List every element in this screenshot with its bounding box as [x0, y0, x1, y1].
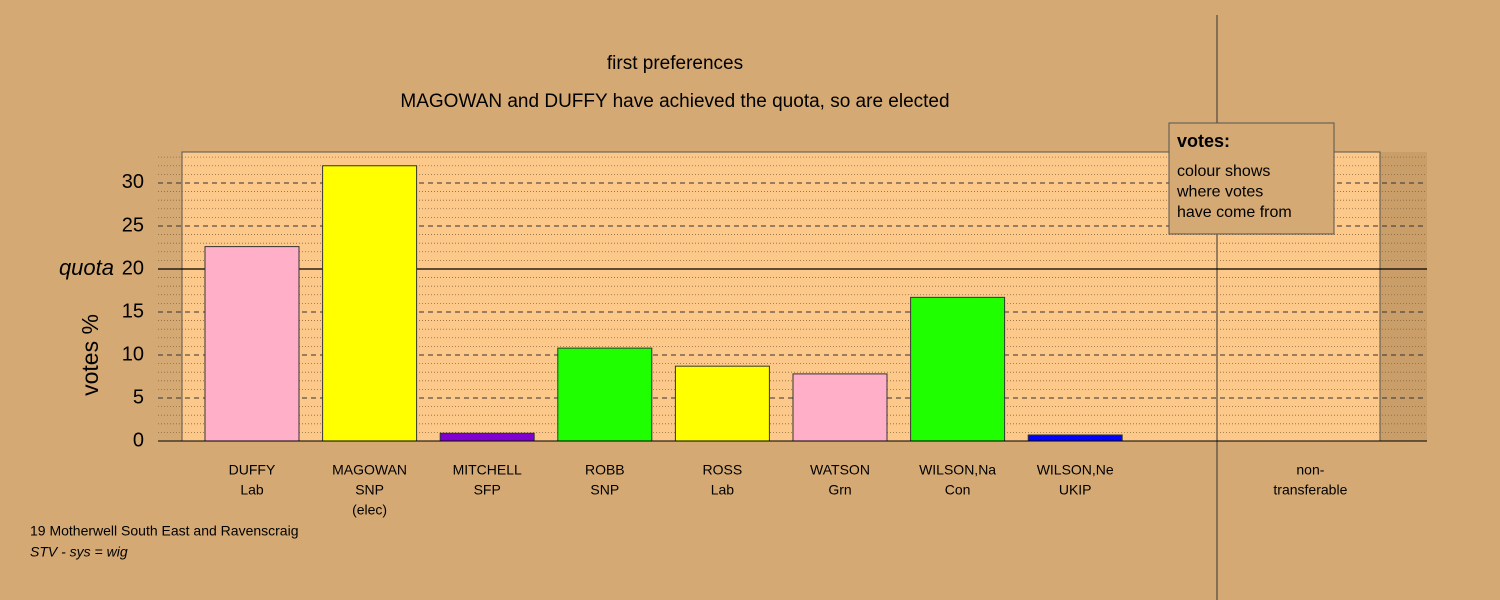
chart-subtitle: MAGOWAN and DUFFY have achieved the quot… [400, 91, 949, 112]
bar [1027, 434, 1123, 442]
y-axis-label: votes % [77, 314, 103, 396]
x-tick-label: UKIP [1059, 482, 1092, 498]
bar [322, 165, 418, 442]
legend-text: have come from [1177, 204, 1292, 221]
y-tick-label: 20 [122, 257, 144, 279]
x-tick-label: Lab [240, 482, 264, 498]
bar [439, 432, 535, 442]
x-tick-label: SNP [355, 482, 384, 498]
bar [557, 347, 653, 442]
x-tick-label: ROBB [585, 462, 625, 478]
x-tick-label: (elec) [352, 502, 387, 518]
x-tick-label: non- [1296, 462, 1324, 478]
quota-label: quota [59, 255, 114, 280]
x-tick-label: Con [945, 482, 971, 498]
x-tick-label: DUFFY [229, 462, 276, 478]
x-tick-label: ROSS [703, 462, 743, 478]
x-tick-label: Lab [711, 482, 735, 498]
legend-text: where votes [1176, 184, 1263, 201]
y-tick-label: 0 [133, 429, 144, 451]
x-tick-label: MAGOWAN [332, 462, 407, 478]
bar [674, 365, 770, 442]
x-tick-label: MITCHELL [453, 462, 522, 478]
legend-text: colour shows [1177, 163, 1270, 180]
x-tick-label: SNP [590, 482, 619, 498]
x-tick-label: WILSON,Na [919, 462, 996, 478]
y-tick-label: 15 [122, 300, 144, 322]
legend-box [1168, 122, 1335, 235]
chart-title: first preferences [607, 53, 743, 74]
y-tick-label: 5 [133, 386, 144, 408]
bar [204, 246, 300, 442]
footer: 19 Motherwell South East and Ravenscraig [30, 523, 298, 539]
y-tick-label: 10 [122, 343, 144, 365]
x-tick-label: WATSON [810, 462, 870, 478]
legend-title: votes: [1177, 131, 1230, 151]
y-tick-label: 25 [122, 214, 144, 236]
bar [792, 373, 888, 442]
y-tick-label: 30 [122, 171, 144, 193]
x-tick-label: Grn [828, 482, 851, 498]
footer: STV - sys = wig [30, 544, 128, 560]
bar [910, 296, 1006, 442]
x-tick-label: SFP [474, 482, 501, 498]
x-tick-label: transferable [1273, 482, 1347, 498]
x-tick-label: WILSON,Ne [1037, 462, 1114, 478]
